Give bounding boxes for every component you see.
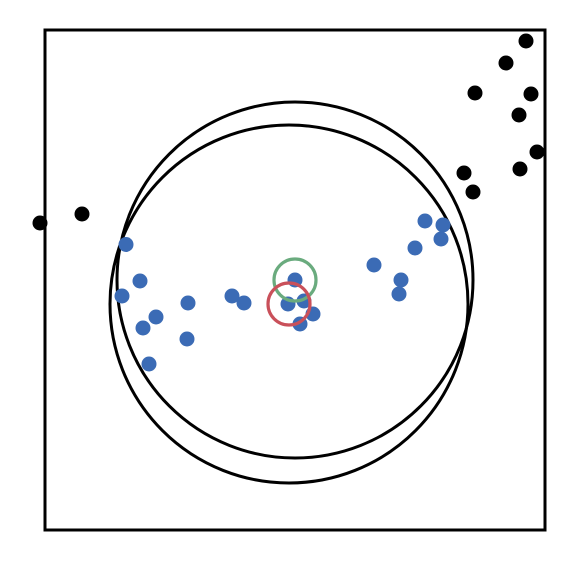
inlier-point — [135, 320, 151, 336]
outlier-point — [518, 33, 534, 49]
outlier-point — [467, 85, 483, 101]
center-marker-b-circle — [266, 281, 312, 327]
inlier-point — [366, 257, 382, 273]
inlier-point — [224, 288, 240, 304]
outlier-point — [465, 184, 481, 200]
inlier-point — [433, 231, 449, 247]
fitted-circles — [108, 100, 475, 485]
outlier-point — [74, 206, 90, 222]
data-points — [32, 33, 545, 372]
inlier-point — [180, 295, 196, 311]
fit-b-circle — [108, 123, 470, 485]
outlier-point — [523, 86, 539, 102]
inlier-point — [393, 272, 409, 288]
outlier-point — [498, 55, 514, 71]
outlier-point — [456, 165, 472, 181]
inlier-point — [236, 295, 252, 311]
inlier-point — [417, 213, 433, 229]
inlier-point — [132, 273, 148, 289]
inlier-point — [179, 331, 195, 347]
inlier-point — [141, 356, 157, 372]
center-markers — [266, 257, 318, 327]
inlier-point — [118, 237, 134, 252]
outlier-point — [512, 161, 528, 177]
outlier-point — [529, 144, 545, 160]
inlier-point — [391, 286, 407, 302]
plot-frame — [43, 28, 547, 532]
inlier-point — [148, 309, 164, 325]
inlier-point — [435, 217, 451, 233]
fit-a-circle — [115, 100, 475, 460]
inlier-point — [114, 288, 130, 304]
outlier-point — [511, 107, 527, 123]
inlier-point — [407, 240, 423, 256]
center-marker-a-circle — [272, 257, 318, 303]
